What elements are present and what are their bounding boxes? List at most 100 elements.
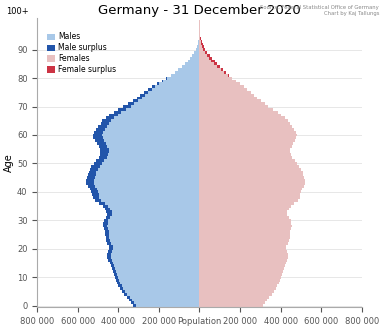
Bar (113, 270, 200, 273)
Bar (200, 270, 283, 273)
Bar (122, 290, 125, 293)
Bar (103, 225, 200, 227)
Bar (86, 182, 94, 185)
Bar (107, 242, 200, 245)
Bar (200, 299, 267, 301)
Bar (200, 99, 261, 102)
Bar (199, 37, 200, 40)
Bar (194, 51, 200, 54)
Bar (106, 116, 115, 119)
Bar (200, 85, 244, 88)
Bar (200, 48, 205, 51)
Bar (103, 205, 200, 208)
Bar (133, 99, 200, 102)
Bar (100, 150, 200, 153)
Bar (217, 65, 220, 68)
Bar (111, 264, 115, 267)
Bar (200, 227, 291, 230)
Bar (128, 102, 134, 105)
Bar (128, 102, 200, 105)
Bar (100, 150, 109, 153)
Bar (94, 162, 200, 165)
Bar (111, 264, 200, 267)
Bar (109, 245, 200, 248)
Bar (211, 60, 214, 62)
Bar (95, 139, 104, 142)
Bar (102, 119, 200, 122)
Bar (117, 281, 200, 284)
Bar (200, 281, 278, 284)
Bar (95, 199, 200, 202)
Bar (200, 267, 284, 270)
Bar (200, 60, 214, 62)
Bar (200, 40, 201, 43)
Bar (87, 176, 200, 179)
Bar (200, 125, 292, 128)
Bar (92, 193, 200, 196)
Bar (106, 236, 200, 239)
Bar (200, 250, 287, 253)
Bar (200, 102, 265, 105)
Bar (200, 211, 288, 213)
Bar (200, 213, 287, 216)
Bar (106, 211, 200, 213)
Bar (200, 150, 290, 153)
Bar (113, 111, 200, 114)
Bar (200, 284, 277, 287)
Bar (200, 65, 220, 68)
Bar (200, 222, 291, 225)
Bar (200, 253, 288, 256)
Bar (113, 270, 116, 273)
Bar (93, 196, 200, 199)
Bar (157, 82, 159, 85)
Bar (200, 290, 274, 293)
Bar (200, 148, 290, 150)
Bar (200, 145, 291, 148)
Bar (200, 230, 290, 233)
Bar (109, 248, 200, 250)
Bar (200, 185, 304, 188)
Bar (104, 227, 200, 230)
Bar (133, 304, 136, 307)
Bar (117, 281, 120, 284)
Bar (200, 239, 289, 242)
Bar (87, 176, 95, 179)
Bar (96, 128, 200, 131)
Bar (110, 262, 200, 264)
Bar (94, 131, 103, 134)
Bar (112, 267, 200, 270)
Bar (192, 54, 200, 57)
Bar (94, 162, 102, 165)
Bar (200, 105, 268, 108)
Bar (228, 74, 229, 77)
Bar (115, 276, 118, 279)
Bar (92, 193, 99, 196)
Bar (123, 105, 200, 108)
Bar (162, 80, 163, 82)
Bar (200, 176, 304, 179)
Bar (200, 296, 270, 299)
Bar (200, 139, 295, 142)
Bar (97, 142, 106, 145)
Bar (200, 91, 250, 94)
Bar (198, 43, 200, 45)
Bar (200, 225, 292, 227)
Bar (200, 153, 291, 156)
Bar (200, 71, 226, 74)
Bar (123, 105, 131, 108)
Bar (100, 148, 200, 150)
Bar (90, 168, 98, 171)
Bar (200, 37, 201, 40)
Bar (110, 114, 118, 116)
Bar (200, 131, 296, 134)
Bar (118, 108, 126, 111)
Bar (99, 145, 200, 148)
Bar (126, 296, 129, 299)
Bar (113, 273, 117, 276)
Bar (108, 259, 200, 262)
Bar (200, 136, 296, 139)
Bar (200, 205, 291, 208)
Bar (103, 222, 200, 225)
Bar (171, 74, 200, 77)
Bar (200, 276, 281, 279)
